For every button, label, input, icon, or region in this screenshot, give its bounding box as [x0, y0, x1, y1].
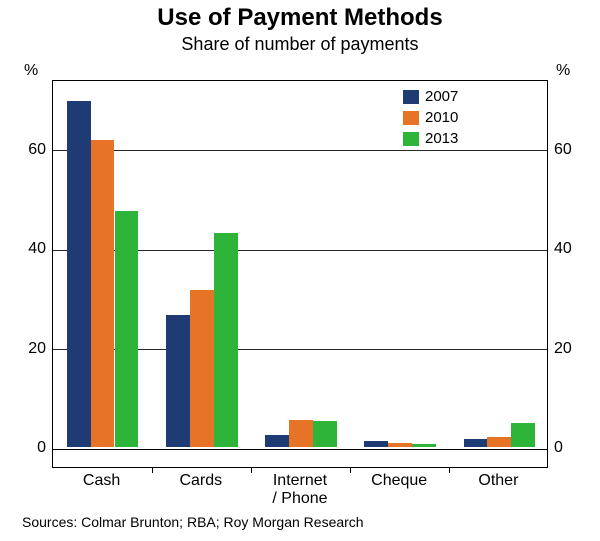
- y-tick: [53, 449, 59, 450]
- legend-label: 2013: [425, 130, 458, 147]
- chart-subtitle: Share of number of payments: [0, 34, 600, 55]
- bar: [265, 435, 289, 447]
- y-tick-label-right: 40: [554, 240, 572, 258]
- plot-area: [52, 80, 548, 468]
- y-tick: [541, 449, 547, 450]
- bar: [388, 443, 412, 447]
- category-label: Cheque: [350, 472, 449, 490]
- y-tick-label-left: 0: [37, 439, 46, 457]
- bar: [364, 441, 388, 447]
- bar: [214, 233, 238, 447]
- bar: [190, 290, 214, 447]
- bar: [487, 437, 511, 447]
- legend-item: 2010: [403, 109, 458, 126]
- category-label: Cards: [151, 472, 250, 490]
- category-label: Internet / Phone: [250, 472, 349, 509]
- bar: [313, 421, 337, 447]
- y-tick-label-left: 60: [28, 141, 46, 159]
- sources-text: Sources: Colmar Brunton; RBA; Roy Morgan…: [22, 514, 364, 530]
- legend-item: 2007: [403, 88, 458, 105]
- legend-label: 2010: [425, 109, 458, 126]
- bar: [67, 101, 91, 447]
- y-unit-left: %: [24, 62, 38, 80]
- y-tick-label-left: 40: [28, 240, 46, 258]
- legend-swatch: [403, 90, 419, 104]
- bar: [166, 315, 190, 447]
- bar: [511, 423, 535, 447]
- gridline: [53, 150, 547, 151]
- zero-line: [53, 449, 547, 450]
- bar: [115, 211, 139, 447]
- legend-item: 2013: [403, 130, 458, 147]
- y-tick-label-left: 20: [28, 340, 46, 358]
- legend-swatch: [403, 132, 419, 146]
- bar: [464, 439, 488, 447]
- bar: [289, 420, 313, 447]
- chart-figure: Use of Payment Methods Share of number o…: [0, 0, 600, 541]
- legend: 2007 2010 2013: [403, 88, 458, 151]
- category-label: Cash: [52, 472, 151, 490]
- legend-swatch: [403, 111, 419, 125]
- chart-title: Use of Payment Methods: [0, 4, 600, 32]
- y-tick-label-right: 20: [554, 340, 572, 358]
- y-tick-label-right: 60: [554, 141, 572, 159]
- legend-label: 2007: [425, 88, 458, 105]
- bar: [412, 444, 436, 447]
- y-unit-right: %: [556, 62, 570, 80]
- y-tick-label-right: 0: [554, 439, 563, 457]
- category-label: Other: [449, 472, 548, 490]
- bar: [91, 140, 115, 447]
